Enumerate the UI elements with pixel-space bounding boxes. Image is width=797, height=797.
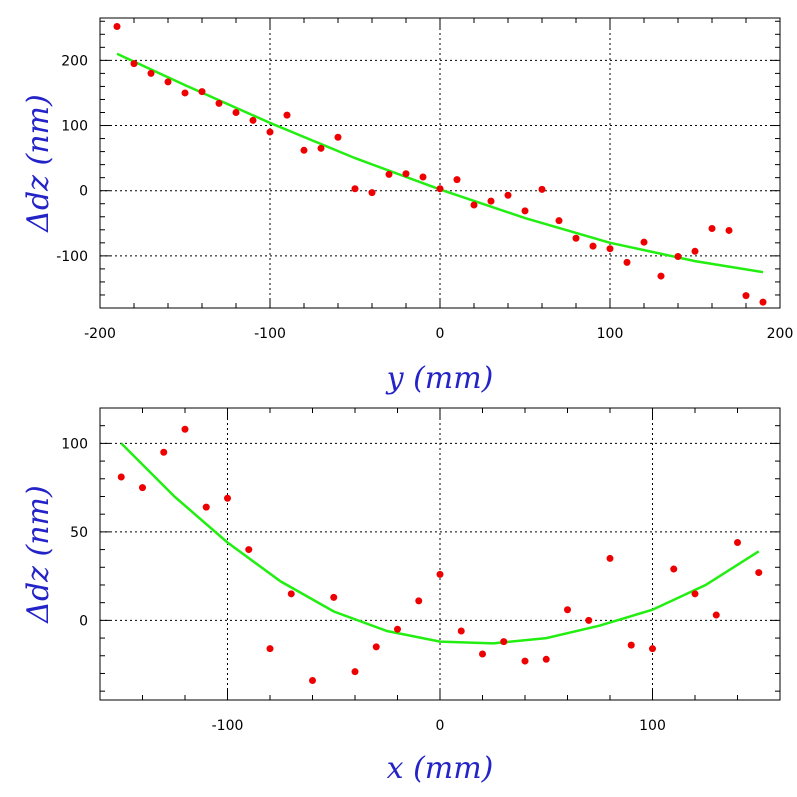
bottom-data-point xyxy=(691,590,699,598)
bottom-data-point xyxy=(627,641,635,649)
top-data-point xyxy=(249,116,257,124)
top-data-point xyxy=(453,176,461,184)
bottom-data-point xyxy=(585,616,593,624)
bottom-data-point xyxy=(521,657,529,665)
bottom-data-point xyxy=(712,611,720,619)
top-y-tick-label: 100 xyxy=(61,119,88,135)
top-data-point xyxy=(232,108,240,116)
bottom-data-point xyxy=(266,645,274,653)
top-panel: -200 -100 0 100 200 -100 0 100 200 y (mm) Δdz (nm) xyxy=(21,17,794,396)
bottom-data-point xyxy=(479,650,486,658)
top-x-tick-label: 100 xyxy=(597,326,624,342)
bottom-data-point xyxy=(330,593,338,601)
bottom-data-point xyxy=(202,503,210,511)
bottom-data-point xyxy=(309,677,316,685)
bottom-data-point xyxy=(755,569,763,577)
top-data-point xyxy=(385,170,393,178)
top-x-tick-label: 200 xyxy=(767,326,794,342)
bottom-x-axis-title: x (mm) xyxy=(387,751,494,786)
bottom-data-point xyxy=(394,625,401,633)
top-data-point xyxy=(487,197,495,205)
top-x-axis-title: y (mm) xyxy=(385,361,494,396)
top-data-point xyxy=(640,238,648,246)
top-data-point xyxy=(351,185,359,193)
top-x-tick-label: 0 xyxy=(436,326,445,342)
bottom-data-point xyxy=(139,484,146,492)
top-data-point xyxy=(521,207,529,215)
top-x-tick-label: -200 xyxy=(84,326,116,342)
top-data-point xyxy=(504,191,512,199)
top-data-point xyxy=(725,226,733,234)
top-data-point xyxy=(759,298,767,306)
bottom-data-point xyxy=(670,565,678,573)
top-y-tick-label: 0 xyxy=(79,184,88,200)
top-data-point xyxy=(300,146,308,154)
bottom-data-point xyxy=(351,668,359,676)
top-data-point xyxy=(334,133,342,141)
bottom-data-point xyxy=(181,425,189,433)
top-data-point xyxy=(555,217,563,225)
top-plot-frame xyxy=(99,17,781,309)
top-data-point xyxy=(198,88,206,96)
bottom-data-point xyxy=(542,655,550,663)
bottom-data-point xyxy=(734,538,741,546)
bottom-fit-curve xyxy=(120,442,760,645)
bottom-data-point xyxy=(372,643,380,651)
top-data-point xyxy=(657,272,665,280)
top-data-point xyxy=(419,173,427,181)
top-data-point xyxy=(436,185,444,193)
bottom-data-point xyxy=(649,645,656,653)
top-data-point xyxy=(708,224,716,232)
top-data-point xyxy=(606,245,614,253)
top-y-tick-label: 200 xyxy=(61,53,88,69)
top-data-point xyxy=(283,111,291,119)
bottom-y-axis-title: Δdz (nm) xyxy=(21,485,56,623)
top-data-point xyxy=(181,89,189,97)
top-data-point xyxy=(368,189,376,197)
top-data-point xyxy=(317,144,325,152)
bottom-data-point xyxy=(457,627,465,635)
top-data-point xyxy=(691,247,699,255)
bottom-data-point xyxy=(564,606,571,614)
top-data-point xyxy=(742,292,750,300)
bottom-data-point xyxy=(415,597,423,605)
top-data-point xyxy=(130,60,138,68)
bottom-data-point xyxy=(224,494,231,502)
bottom-x-tick-label: 100 xyxy=(639,718,666,734)
top-data-point xyxy=(147,69,155,77)
top-data-point xyxy=(266,128,274,136)
top-data-point xyxy=(674,253,682,261)
top-data-point xyxy=(215,99,223,107)
bottom-data-point xyxy=(117,473,125,481)
top-y-tick-label: -100 xyxy=(56,249,88,265)
top-data-point xyxy=(113,22,121,30)
bottom-data-point xyxy=(245,546,253,554)
top-data-point xyxy=(623,258,631,266)
bottom-x-tick-label: 0 xyxy=(436,718,445,734)
bottom-data-point xyxy=(436,570,444,578)
bottom-plot-frame xyxy=(99,407,781,701)
top-data-point xyxy=(164,78,172,86)
top-data-point xyxy=(470,201,478,209)
top-data-point xyxy=(538,185,546,193)
bottom-y-tick-label: 100 xyxy=(61,436,88,452)
bottom-panel: -100 0 100 0 50 100 x (mm) Δdz (nm) xyxy=(21,407,781,786)
bottom-data-point xyxy=(500,638,508,646)
bottom-data-point xyxy=(287,590,295,598)
bottom-y-tick-label: 50 xyxy=(70,525,88,541)
bottom-data-point xyxy=(606,554,614,562)
top-y-axis-title: Δdz (nm) xyxy=(21,94,56,232)
top-data-point xyxy=(589,242,597,250)
bottom-x-tick-label: -100 xyxy=(212,718,244,734)
bottom-data-point xyxy=(160,448,168,456)
top-x-tick-label: -100 xyxy=(254,326,286,342)
top-data-point xyxy=(402,170,410,178)
top-data-point xyxy=(572,234,580,242)
bottom-y-tick-label: 0 xyxy=(79,613,88,629)
